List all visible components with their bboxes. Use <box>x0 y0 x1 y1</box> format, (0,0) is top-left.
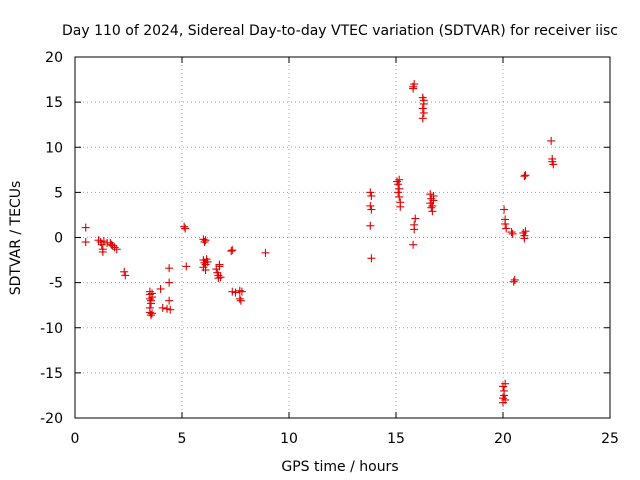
x-tick-label: 0 <box>71 431 80 447</box>
x-tick-labels: 0 5 10 15 20 25 <box>71 431 619 447</box>
data-point <box>507 228 516 237</box>
data-point <box>158 303 167 312</box>
data-point <box>410 225 419 234</box>
y-tick-label: 15 <box>45 95 63 111</box>
data-point <box>366 188 375 197</box>
data-point <box>121 271 130 280</box>
axis-ticks <box>74 56 611 419</box>
data-point <box>112 245 121 254</box>
data-point <box>236 296 245 305</box>
data-point <box>148 293 157 302</box>
data-point <box>146 311 155 320</box>
data-point <box>411 214 420 223</box>
data-point <box>200 238 209 247</box>
data-point <box>237 287 246 296</box>
data-points <box>81 80 558 407</box>
data-point <box>145 294 154 303</box>
x-axis-title: GPS time / hours <box>281 459 398 475</box>
data-point <box>410 80 419 89</box>
data-point <box>216 273 225 282</box>
data-point <box>181 224 190 233</box>
data-point <box>395 184 404 193</box>
data-point <box>521 227 530 236</box>
x-tick-label: 10 <box>280 431 298 447</box>
data-point <box>146 299 155 308</box>
data-point <box>235 286 244 295</box>
data-point <box>428 201 437 210</box>
data-point <box>395 192 404 201</box>
y-tick-label: 10 <box>45 140 63 156</box>
y-tick-label: 20 <box>45 50 63 66</box>
data-point <box>261 248 270 257</box>
data-point <box>549 160 558 169</box>
data-point <box>120 267 129 276</box>
data-point <box>366 221 375 230</box>
data-point <box>419 99 428 108</box>
data-point <box>182 262 191 271</box>
data-point <box>520 234 529 243</box>
data-point <box>81 223 90 232</box>
data-point <box>499 394 507 403</box>
data-point <box>166 305 175 314</box>
data-point <box>509 277 518 286</box>
x-tick-label: 25 <box>601 431 619 447</box>
y-tick-label: -15 <box>40 366 63 382</box>
data-point <box>201 265 210 274</box>
data-point <box>409 84 418 93</box>
data-point <box>165 296 174 305</box>
y-tick-label: -20 <box>40 411 63 427</box>
data-point <box>429 196 438 205</box>
data-point <box>419 108 428 117</box>
data-point <box>508 229 517 238</box>
data-point <box>501 219 510 228</box>
data-point <box>367 191 376 200</box>
data-point <box>418 104 427 113</box>
data-point <box>156 284 165 293</box>
y-tick-label: -10 <box>40 321 63 337</box>
data-point <box>500 205 509 214</box>
x-tick-label: 20 <box>494 431 512 447</box>
data-point <box>180 222 189 231</box>
data-point <box>394 188 403 197</box>
y-tick-label: 0 <box>54 231 63 247</box>
data-point <box>201 236 210 245</box>
data-point <box>165 278 174 287</box>
data-point <box>367 205 376 214</box>
data-point <box>394 180 403 189</box>
y-tick-label: 5 <box>54 185 63 201</box>
data-point <box>510 275 519 284</box>
grid-lines <box>75 57 610 418</box>
data-point <box>547 136 556 145</box>
y-axis-title: SDTVAR / TECUs <box>8 181 24 296</box>
data-point <box>235 294 244 303</box>
data-point <box>418 114 427 123</box>
data-point <box>396 202 405 211</box>
data-point <box>231 288 240 297</box>
data-point <box>367 254 376 263</box>
data-point <box>521 171 530 180</box>
x-tick-label: 15 <box>387 431 405 447</box>
data-point <box>148 309 157 318</box>
data-point <box>227 247 236 256</box>
data-point <box>366 201 375 210</box>
chart-title: Day 110 of 2024, Sidereal Day-to-day VTE… <box>62 23 618 39</box>
data-point <box>409 240 418 249</box>
data-point <box>228 246 237 255</box>
y-tick-labels: 20 15 10 5 0 -5 -10 -15 -20 <box>40 50 63 427</box>
data-point <box>98 247 107 256</box>
data-point <box>501 379 510 388</box>
data-point <box>203 257 212 266</box>
data-point <box>215 262 224 271</box>
x-tick-label: 5 <box>178 431 187 447</box>
data-point <box>520 172 529 181</box>
data-point <box>427 203 436 212</box>
data-point <box>165 264 174 273</box>
y-tick-label: -5 <box>49 276 63 292</box>
data-point <box>81 238 90 247</box>
data-point <box>395 175 404 184</box>
data-point <box>502 224 511 233</box>
